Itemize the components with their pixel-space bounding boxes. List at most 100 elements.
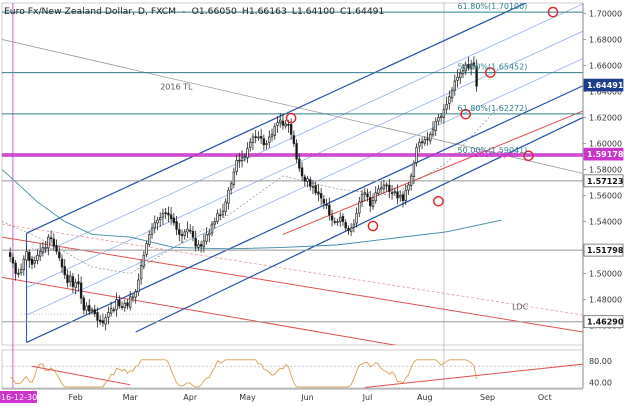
candle-body xyxy=(41,247,45,253)
header-c-label: C xyxy=(340,6,346,17)
candle xyxy=(219,208,222,220)
candle xyxy=(453,74,456,96)
candle xyxy=(407,181,410,195)
candle-body xyxy=(104,317,107,325)
candle-body xyxy=(137,279,140,293)
candle-body xyxy=(284,123,287,127)
candle xyxy=(131,293,135,303)
candle xyxy=(303,174,306,187)
candle-body xyxy=(388,184,391,192)
candle xyxy=(360,190,364,208)
candle xyxy=(475,59,478,92)
price-tag: 1.64491 xyxy=(583,78,624,92)
candle-body xyxy=(99,319,102,322)
candle-body xyxy=(289,124,293,135)
candle xyxy=(325,198,328,210)
candle xyxy=(58,247,61,261)
time-tick-label: Sep xyxy=(480,393,495,402)
candle-body xyxy=(71,276,75,287)
channel-inner-2 xyxy=(26,58,583,316)
candle xyxy=(17,268,20,278)
candle-body xyxy=(14,262,17,274)
candle xyxy=(44,240,47,253)
candle-body xyxy=(311,186,315,188)
candle xyxy=(358,196,361,217)
candle xyxy=(74,278,77,295)
candle-body xyxy=(352,223,356,228)
candle-body xyxy=(33,260,36,264)
candle xyxy=(262,134,266,151)
candle-body xyxy=(287,123,290,126)
candle-body xyxy=(401,194,405,202)
channel-mid xyxy=(26,30,583,289)
candle xyxy=(300,161,304,182)
header-o-value: 1.66050 xyxy=(199,6,237,17)
price-tick-label: 1.64000 xyxy=(589,87,622,96)
candle xyxy=(169,207,173,225)
header-c-value: 1.64491 xyxy=(346,6,384,17)
candle-body xyxy=(148,234,151,245)
candle-body xyxy=(28,251,31,261)
candle xyxy=(208,228,211,243)
candle xyxy=(159,212,162,228)
candle-body xyxy=(17,272,20,275)
candle xyxy=(243,153,246,162)
candle-body xyxy=(437,117,440,122)
candle-body xyxy=(448,96,451,104)
candle-body xyxy=(399,195,402,198)
chart-background xyxy=(1,2,584,389)
circle-markers xyxy=(285,6,559,232)
annotation-label: 50.00%(1.59041) xyxy=(458,146,528,155)
price-tag: 1.46290 xyxy=(583,315,624,329)
candle xyxy=(52,233,56,251)
candle-body xyxy=(467,63,470,69)
rsi-line xyxy=(9,359,478,388)
candle-body xyxy=(434,120,437,131)
candle-body xyxy=(79,282,83,299)
candle xyxy=(156,216,159,231)
rsi-frame xyxy=(1,349,584,389)
price-tag-label: 1.57123 xyxy=(587,177,623,186)
candle xyxy=(366,188,369,202)
candle-body xyxy=(93,309,96,315)
candle xyxy=(298,153,301,172)
candle-body xyxy=(276,122,279,126)
candle-body xyxy=(131,296,135,299)
candle xyxy=(183,228,186,240)
candle-body xyxy=(232,171,236,185)
candle xyxy=(8,247,12,263)
candle-body xyxy=(360,193,364,202)
candle xyxy=(224,198,227,216)
candle-body xyxy=(369,197,372,207)
candle-body xyxy=(300,167,304,177)
candle xyxy=(371,194,375,210)
candle-body xyxy=(208,232,211,236)
candle xyxy=(450,86,454,103)
price-tag-box xyxy=(583,174,624,188)
candle-body xyxy=(412,162,416,177)
candle-body xyxy=(246,148,249,158)
candle-body xyxy=(270,133,274,138)
candle xyxy=(445,96,448,114)
candle-body xyxy=(36,254,39,261)
candle-body xyxy=(341,216,345,222)
candle-body xyxy=(224,201,227,212)
candle-body xyxy=(30,258,34,265)
price-tag-box xyxy=(583,78,624,92)
time-tick-label: Jun xyxy=(300,393,314,402)
candle-body xyxy=(328,204,331,216)
candle-body xyxy=(229,183,233,190)
annotation-label: 61.80%(1.70100) xyxy=(458,2,528,11)
price-tag-label: 1.64491 xyxy=(587,81,624,90)
price-tag-label: 1.59178 xyxy=(587,150,624,159)
price-tick-label: 1.60000 xyxy=(589,139,622,148)
candle-body xyxy=(366,193,369,198)
candle xyxy=(369,190,372,213)
candle xyxy=(85,302,88,315)
candle xyxy=(150,223,154,239)
candle-body xyxy=(303,176,306,182)
candle xyxy=(41,242,45,257)
candle xyxy=(142,250,146,270)
candle xyxy=(189,224,192,235)
plot-frame xyxy=(1,2,584,346)
